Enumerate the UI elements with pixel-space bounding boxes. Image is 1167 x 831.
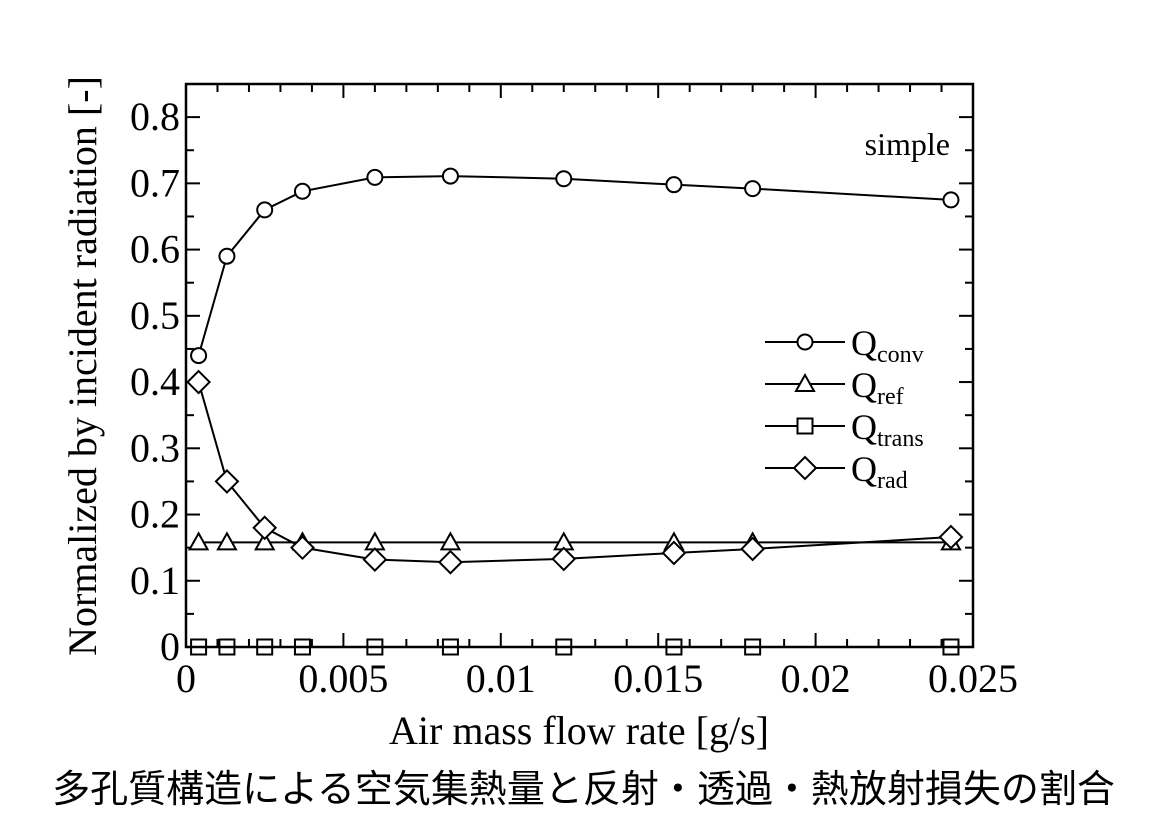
data-point-qref — [439, 531, 462, 551]
x-tick-label: 0.015 — [613, 656, 703, 701]
data-point-qrad — [551, 546, 577, 572]
y-tick-label: 0.1 — [130, 558, 180, 603]
data-point-qrad — [214, 468, 240, 494]
y-tick-label: 0.3 — [130, 425, 180, 470]
data-point-qconv — [942, 191, 960, 209]
labels-layer: 0 0.1 0.2 0.3 0.4 0.5 0.6 0.7 0.8 0 0.005 0.01 0.015… — [130, 94, 1018, 701]
data-point-qconv — [366, 168, 384, 186]
x-tick-label: 0.025 — [928, 656, 1018, 701]
data-point-qconv — [555, 170, 573, 188]
y-tick-label: 0.8 — [130, 94, 180, 139]
data-point-qref — [187, 531, 210, 551]
x-tick-label: 0 — [176, 656, 196, 701]
data-point-qconv — [441, 167, 459, 185]
data-point-qconv — [293, 182, 311, 200]
y-axis-label: Normalized by incident radiation [-] — [60, 76, 105, 656]
figure-caption: 多孔質構造による空気集熱量と反射・透過・熱放射損失の割合 — [52, 769, 1115, 811]
chart: 0 0.1 0.2 0.3 0.4 0.5 0.6 0.7 0.8 0 0.005 0.01 0.015… — [60, 76, 1018, 753]
series-line-qconv — [197, 175, 952, 356]
data-point-qrad — [740, 536, 766, 562]
legend-label: Qref — [851, 365, 904, 410]
legend-marker — [796, 333, 814, 351]
x-tick-label: 0.005 — [298, 656, 388, 701]
legend-marker — [794, 372, 816, 392]
y-tick-label: 0.4 — [130, 359, 180, 404]
data-point-qrad — [661, 540, 687, 566]
chart-annotation: simple — [865, 126, 950, 162]
series-layer — [186, 167, 964, 656]
data-point-qrad — [290, 535, 315, 561]
x-tick-label: 0.02 — [781, 656, 851, 701]
x-axis-label: Air mass flow rate [g/s] — [389, 708, 769, 753]
data-point-qref — [216, 531, 238, 551]
legend-label: Qconv — [851, 323, 924, 368]
data-point-qrad — [362, 547, 388, 572]
y-tick-label: 0.5 — [130, 293, 180, 338]
y-tick-label: 0 — [160, 624, 180, 669]
y-tick-label: 0.2 — [130, 492, 180, 537]
legend-marker — [796, 417, 814, 435]
legend-label: Qrad — [851, 449, 908, 494]
data-point-qref — [253, 531, 276, 551]
data-point-qconv — [665, 176, 683, 194]
series-line-qrad — [197, 381, 952, 564]
data-point-qconv — [744, 180, 762, 198]
plot-frame — [184, 82, 975, 649]
data-point-qconv — [256, 201, 274, 219]
y-tick-label: 0.7 — [130, 160, 180, 205]
data-point-qrad — [938, 524, 964, 550]
data-point-qrad — [186, 369, 212, 395]
data-point-qrad — [252, 515, 278, 541]
x-tick-label: 0.01 — [466, 656, 536, 701]
legend-label: Qtrans — [851, 407, 924, 452]
data-point-qconv — [218, 247, 236, 265]
data-point-qconv — [190, 347, 208, 365]
legend-marker — [792, 455, 818, 481]
data-point-qrad — [438, 549, 463, 575]
y-tick-label: 0.6 — [130, 227, 180, 272]
